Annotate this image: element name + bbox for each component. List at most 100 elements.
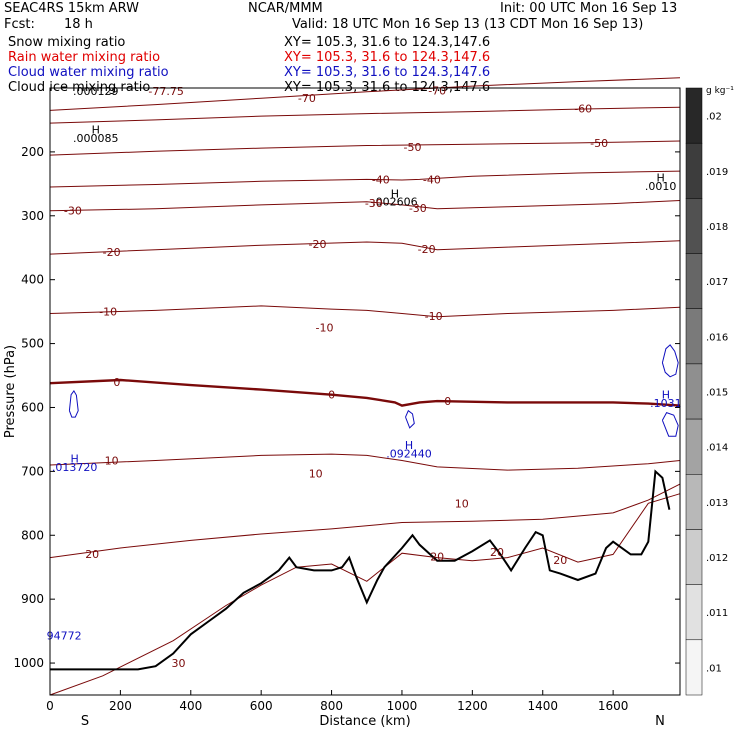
cloud-water-contour — [661, 344, 679, 378]
isotherm-30 — [49, 493, 681, 696]
y-tick-label: 900 — [21, 592, 44, 606]
axes-layer: 0 200 400 600 800 1000 1200 1400 160020030040050… — [3, 145, 680, 729]
colorbar-swatch — [685, 474, 703, 530]
colorbar-tick-label: .015 — [706, 388, 728, 399]
contour-label: -30 — [365, 197, 383, 210]
terrain-line — [50, 469, 671, 671]
field-xy-snow: XY= 105.3, 31.6 to 124.3,147.6 — [284, 35, 491, 50]
contour-label: .002606 — [372, 196, 418, 209]
init-time: Init: 00 UTC Mon 16 Sep 13 — [500, 1, 678, 16]
contour-label: -10 — [425, 310, 443, 323]
colorbar-unit: g kg⁻¹ — [706, 86, 734, 96]
contour-label: -50 — [404, 141, 422, 154]
contour-label: -40 — [372, 173, 390, 186]
isotherm-20 — [49, 483, 681, 559]
contour-label: 10 — [455, 497, 469, 510]
contour-label: 30 — [172, 657, 186, 670]
contour-label: H — [92, 124, 100, 137]
colorbar-swatch — [685, 253, 703, 309]
contour-label: -20 — [418, 243, 436, 256]
contour-label: -70 — [298, 92, 316, 105]
colorbar-swatch — [685, 308, 703, 365]
colorbar-tick-label: .01 — [706, 663, 722, 674]
contour-label: 20 — [490, 546, 504, 559]
colorbar-tick-label: .011 — [706, 608, 728, 619]
x-tick-label: 0 — [46, 699, 54, 713]
contour-label: -30 — [409, 202, 427, 215]
y-tick-label: 200 — [21, 145, 44, 159]
forecast-hour: 18 h — [64, 17, 93, 32]
north-label: N — [655, 714, 665, 729]
contour-label: .1031 — [650, 397, 682, 410]
colorbar-swatch — [685, 363, 703, 420]
isotherm-0 — [49, 378, 681, 407]
isotherm--20 — [49, 240, 681, 255]
colorbar-tick-label: .012 — [706, 553, 728, 564]
y-tick-label: 500 — [21, 337, 44, 351]
forecast-label: Fcst: — [4, 17, 35, 32]
contour-label: H — [405, 439, 413, 452]
isotherm--10 — [49, 305, 681, 318]
field-label-cloud-water: Cloud water mixing ratio — [8, 65, 169, 80]
colorbar-swatch — [685, 142, 703, 199]
field-xy-rain: XY= 105.3, 31.6 to 124.3,147.6 — [284, 50, 491, 65]
isotherm-10 — [49, 453, 681, 471]
x-tick-label: 1600 — [598, 699, 629, 713]
colorbar-swatch — [685, 418, 703, 475]
contour-label: H — [656, 172, 664, 185]
contour-label: .092440 — [386, 448, 432, 461]
contour-label: 10 — [309, 467, 323, 480]
colorbar-tick-label: .018 — [706, 222, 728, 233]
field-label-snow: Snow mixing ratio — [8, 35, 126, 50]
valid-time: Valid: 18 UTC Mon 16 Sep 13 (13 CDT Mon … — [292, 17, 644, 32]
x-tick-label: 1400 — [527, 699, 558, 713]
contour-label: .000085 — [73, 132, 119, 145]
colorbar: .02 .019 .018 .017 .016 .015 .014 .013 .012 .011.… — [685, 86, 734, 696]
contour-label: 94772 — [47, 630, 82, 643]
contour-label: 10 — [105, 455, 119, 468]
y-tick-label: 1000 — [13, 656, 44, 670]
contour-label: 0 — [328, 389, 335, 402]
colorbar-swatch — [685, 584, 703, 641]
colorbar-swatch — [685, 529, 703, 585]
cloud-water-layer — [68, 344, 679, 437]
cloud-water-contour — [661, 411, 679, 437]
contour-label: 20 — [553, 554, 567, 567]
contour-label: .000129 — [73, 85, 119, 98]
isotherm--50 — [49, 140, 681, 156]
contour-label: .013720 — [52, 461, 98, 474]
y-axis-title: Pressure (hPa) — [3, 345, 18, 438]
contour-label: H — [391, 187, 399, 200]
contour-label: 20 — [85, 548, 99, 561]
isotherm-layer — [49, 77, 681, 696]
field-xy-cloud-water: XY= 105.3, 31.6 to 124.3,147.6 — [284, 65, 491, 80]
cloud-water-contour — [405, 409, 415, 429]
contour-label: 0 — [444, 395, 451, 408]
contour-label: -60 — [574, 102, 592, 115]
contour-label: H — [70, 453, 78, 466]
x-tick-label: 1000 — [387, 699, 418, 713]
center-label: NCAR/MMM — [248, 1, 323, 16]
contour-label: -40 — [423, 173, 441, 186]
contour-label: -20 — [103, 246, 121, 259]
isotherm--40 — [49, 170, 681, 188]
colorbar-tick-label: .02 — [706, 112, 722, 123]
south-label: S — [81, 714, 89, 729]
plot-frame — [49, 87, 681, 696]
isotherm--30 — [49, 200, 681, 212]
contour-label: 20 — [430, 550, 444, 563]
contour-label: 0 — [113, 376, 120, 389]
y-tick-label: 600 — [21, 400, 44, 414]
field-label-rain: Rain water mixing ratio — [8, 50, 161, 65]
contour-label: -20 — [309, 238, 327, 251]
contour-label: -10 — [316, 322, 334, 335]
x-axis-title: Distance (km) — [319, 714, 410, 729]
colorbar-tick-label: .019 — [706, 167, 728, 178]
isotherm--70 — [49, 77, 681, 111]
x-tick-label: 600 — [250, 699, 273, 713]
colorbar-swatch — [685, 639, 703, 696]
colorbar-tick-label: .016 — [706, 332, 728, 343]
colorbar-swatch — [685, 87, 703, 144]
contour-label: H — [662, 389, 670, 402]
colorbar-tick-label: .014 — [706, 443, 728, 454]
